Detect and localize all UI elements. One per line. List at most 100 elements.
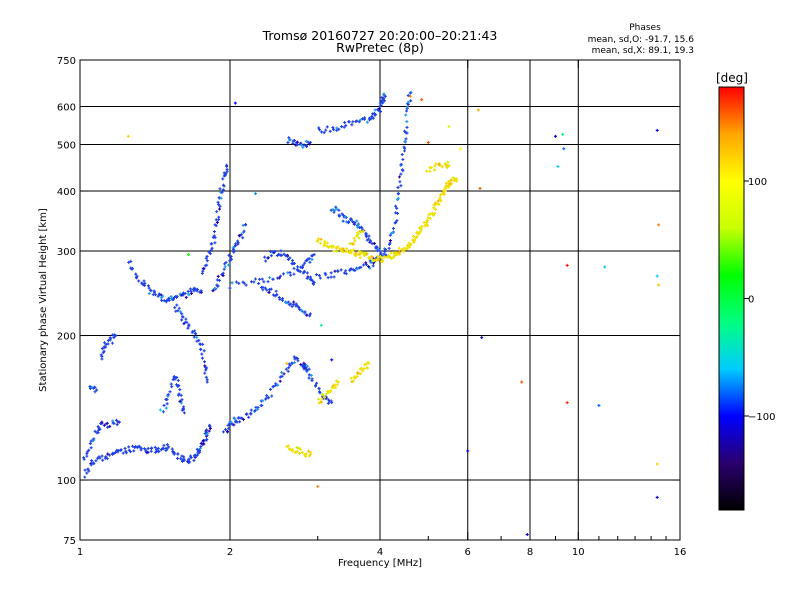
echo-point	[372, 241, 376, 245]
echo-point	[308, 140, 312, 144]
echo-point	[351, 220, 355, 224]
echo-point	[319, 237, 323, 241]
echo-point	[362, 117, 366, 121]
echo-point	[383, 94, 387, 98]
echo-point	[334, 205, 338, 209]
x-tick-label: 4	[377, 547, 383, 558]
echo-point	[280, 374, 284, 378]
echo-point	[186, 253, 190, 257]
echo-point	[317, 397, 321, 401]
echo-point	[357, 236, 361, 240]
echo-point	[213, 241, 217, 245]
echo-point	[562, 147, 566, 151]
echo-point	[371, 264, 375, 268]
echo-point	[335, 126, 339, 130]
echo-point	[458, 147, 462, 151]
echo-point	[355, 267, 359, 271]
echo-point	[304, 259, 308, 263]
echo-point	[370, 255, 374, 259]
echo-point	[381, 258, 385, 262]
echo-point	[352, 375, 356, 379]
echo-point	[127, 445, 131, 449]
echo-point	[332, 249, 336, 253]
echo-point	[149, 446, 153, 450]
echo-point	[199, 348, 203, 351]
echo-point	[261, 399, 265, 403]
echo-point	[207, 429, 211, 433]
echo-point	[205, 254, 209, 258]
echo-point	[337, 127, 341, 131]
echo-point	[344, 272, 348, 276]
echo-point	[244, 223, 248, 227]
echo-point	[277, 276, 281, 280]
echo-point	[419, 226, 423, 230]
echo-point	[308, 260, 312, 264]
echo-point	[215, 283, 219, 287]
echo-point	[164, 406, 168, 410]
echo-point	[387, 246, 391, 250]
echo-point	[87, 448, 91, 452]
echo-point	[146, 284, 150, 288]
echo-point	[104, 455, 108, 459]
echo-point	[350, 123, 354, 127]
echo-point	[170, 447, 174, 451]
echo-point	[203, 360, 207, 364]
echo-point	[408, 91, 412, 95]
echo-point	[342, 271, 346, 275]
echo-point	[360, 366, 364, 370]
axis-ticks: 1 2 4 6 8 10 16 75 100 200 300 400 500 600 750	[57, 56, 686, 558]
echo-point	[302, 363, 306, 367]
echo-point	[296, 140, 300, 144]
echo-point	[334, 386, 338, 390]
echo-point	[438, 193, 442, 197]
echo-point	[166, 392, 170, 396]
echo-point	[138, 445, 142, 449]
echo-point	[444, 181, 448, 185]
echo-point	[256, 407, 260, 411]
echo-point	[352, 236, 356, 240]
echo-point	[273, 294, 277, 298]
echo-point	[288, 363, 292, 367]
echo-point	[291, 259, 295, 263]
echo-point	[364, 261, 368, 265]
echo-point	[175, 294, 179, 298]
colorbar-tick-label: 0	[748, 295, 754, 306]
echo-point	[344, 123, 348, 127]
echo-point	[198, 342, 202, 346]
echo-point	[175, 303, 179, 307]
echo-point	[201, 267, 205, 271]
echo-point	[341, 219, 345, 223]
echo-point	[234, 280, 238, 284]
echo-point	[175, 375, 179, 379]
echo-point	[108, 424, 112, 428]
echo-point	[403, 146, 407, 150]
echo-point	[409, 99, 413, 103]
x-tick-label: 8	[527, 547, 533, 558]
echo-point	[478, 186, 482, 190]
echo-point	[114, 334, 118, 338]
echo-point	[433, 203, 437, 207]
echo-point	[425, 220, 429, 224]
echo-point	[362, 263, 366, 267]
echo-point	[184, 317, 188, 321]
echo-point	[284, 301, 288, 305]
echo-point	[304, 143, 308, 147]
echo-point	[114, 418, 118, 422]
echo-point	[165, 443, 169, 447]
echo-point	[165, 402, 169, 406]
echo-point	[323, 395, 327, 399]
echo-point	[271, 384, 275, 388]
echo-point	[367, 256, 371, 260]
echo-point	[396, 191, 400, 195]
echo-point	[229, 255, 233, 259]
echo-point	[135, 276, 139, 280]
echo-point	[322, 131, 326, 135]
echo-point	[389, 231, 393, 235]
echo-point	[361, 369, 365, 373]
echo-point	[331, 126, 335, 130]
echo-point	[173, 377, 177, 381]
echo-point	[218, 187, 222, 191]
echo-point	[229, 420, 233, 424]
echo-point	[404, 113, 408, 117]
echo-point	[403, 139, 407, 143]
